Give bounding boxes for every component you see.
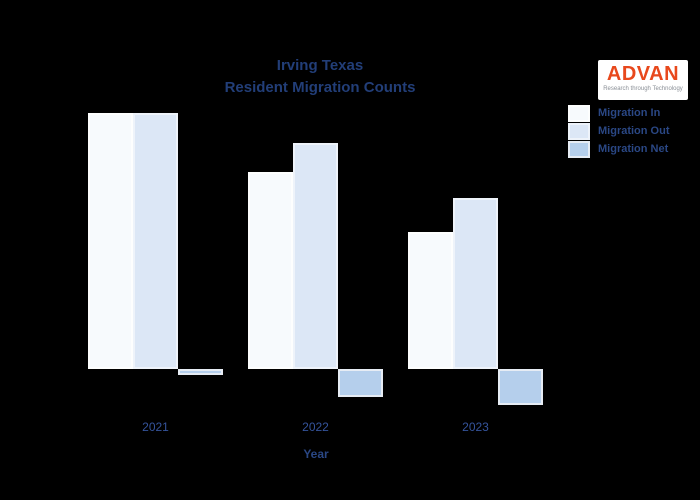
bar-migration-net-2022 xyxy=(338,369,383,397)
chart-title: Irving Texas Resident Migration Counts xyxy=(60,55,580,99)
x-tick-label: 2021 xyxy=(142,420,169,434)
bar-migration-in-2022 xyxy=(248,172,293,369)
chart-title-line1: Irving Texas xyxy=(276,57,364,74)
advan-logo-tagline: Research through Technology xyxy=(603,86,683,92)
chart-title-line2: Resident Migration Counts xyxy=(224,79,416,96)
legend-swatch xyxy=(568,122,590,140)
legend-swatch xyxy=(568,140,590,158)
bar-migration-in-2023 xyxy=(408,232,453,369)
legend-label: Migration Out xyxy=(598,125,670,137)
bar-migration-net-2021 xyxy=(178,369,223,375)
advan-logo: ADVAN Research through Technology xyxy=(598,60,688,100)
bar-migration-in-2021 xyxy=(88,113,133,369)
x-tick-label: 2022 xyxy=(302,420,329,434)
advan-logo-text: ADVAN xyxy=(606,63,680,85)
legend-item-migration-net: Migration Net xyxy=(568,140,670,158)
legend-swatch xyxy=(568,104,590,122)
legend-item-migration-out: Migration Out xyxy=(568,122,670,140)
x-axis-title: Year xyxy=(303,447,329,461)
x-tick-label: 2023 xyxy=(462,420,489,434)
legend-label: Migration Net xyxy=(598,143,669,155)
bar-migration-out-2023 xyxy=(453,198,498,369)
legend-label: Migration In xyxy=(598,107,661,119)
legend-item-migration-in: Migration In xyxy=(568,104,670,122)
legend: Migration In Migration Out Migration Net xyxy=(568,104,670,158)
bar-migration-out-2021 xyxy=(133,113,178,369)
bar-migration-out-2022 xyxy=(293,143,338,369)
bar-migration-net-2023 xyxy=(498,369,543,405)
